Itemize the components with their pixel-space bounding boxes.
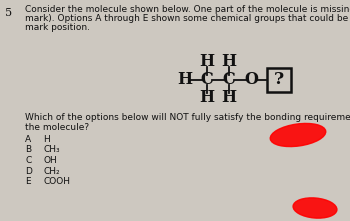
- Text: H: H: [43, 135, 50, 144]
- Text: Which of the options below will NOT fully satisfy the bonding requirements for t: Which of the options below will NOT full…: [25, 113, 350, 122]
- Ellipse shape: [293, 198, 337, 218]
- Text: H: H: [199, 53, 215, 70]
- Text: B: B: [25, 145, 31, 154]
- Text: A: A: [25, 135, 31, 144]
- Text: 5: 5: [5, 8, 12, 18]
- Text: ?: ?: [274, 72, 284, 88]
- Text: H: H: [199, 90, 215, 107]
- Text: C: C: [201, 72, 214, 88]
- Text: D: D: [25, 166, 32, 175]
- Ellipse shape: [270, 124, 326, 147]
- Text: COOH: COOH: [43, 177, 70, 186]
- Text: the molecule?: the molecule?: [25, 123, 89, 132]
- Text: H: H: [222, 53, 237, 70]
- Text: CH₃: CH₃: [43, 145, 60, 154]
- Text: OH: OH: [43, 156, 57, 165]
- Text: C: C: [223, 72, 235, 88]
- Text: mark position.: mark position.: [25, 23, 90, 32]
- Text: C: C: [25, 156, 31, 165]
- Text: H: H: [177, 72, 192, 88]
- FancyBboxPatch shape: [267, 68, 291, 92]
- Text: H: H: [222, 90, 237, 107]
- Text: mark). Options A through E shown some chemical groups that could be added in the: mark). Options A through E shown some ch…: [25, 14, 350, 23]
- Text: CH₂: CH₂: [43, 166, 60, 175]
- Text: E: E: [25, 177, 31, 186]
- Text: O: O: [244, 72, 258, 88]
- Text: Consider the molecule shown below. One part of the molecule is missing (shown as: Consider the molecule shown below. One p…: [25, 5, 350, 14]
